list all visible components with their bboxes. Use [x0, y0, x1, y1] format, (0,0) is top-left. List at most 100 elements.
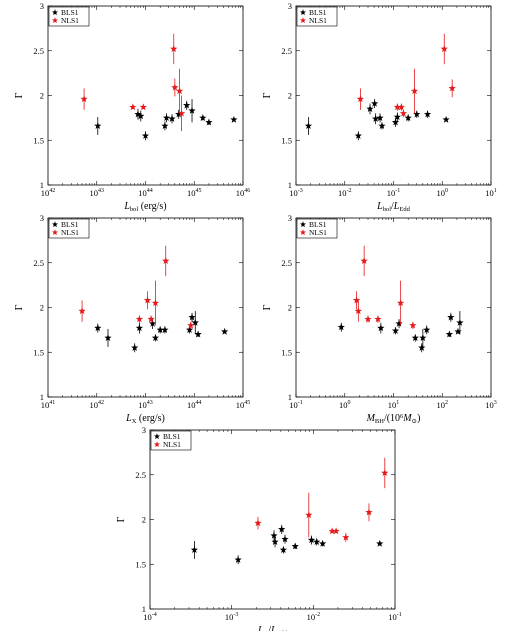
data-point-star: [411, 334, 419, 341]
data-point-star: [305, 511, 313, 519]
y-tick-label: 3: [288, 1, 292, 11]
x-tick-label: 103: [485, 400, 497, 410]
legend-marker-star: [299, 17, 307, 24]
data-point-star: [448, 84, 456, 92]
plot-frame: [47, 5, 244, 186]
label-part: L: [123, 201, 130, 212]
legend-marker-star: [51, 9, 59, 16]
label-part: BH: [375, 418, 384, 425]
y-tick-label: 2.5: [33, 46, 44, 56]
x-tick-exponent: 0: [348, 400, 351, 406]
x-tick-label: 1044: [187, 400, 202, 410]
x-tick-label: 1045: [187, 188, 202, 198]
x-tick-exponent: 43: [147, 400, 153, 406]
data-point-star: [162, 257, 170, 265]
y-axis-title: Γ: [262, 304, 273, 310]
x-tick-label: 101: [388, 400, 400, 410]
y-tick-label: 1: [40, 392, 44, 402]
label-part: L: [376, 201, 383, 212]
data-point-star: [131, 343, 139, 351]
y-tick-label: 2.5: [33, 258, 44, 268]
data-point-star: [319, 539, 327, 547]
data-point-star: [175, 110, 183, 118]
x-tick-label: 1044: [138, 188, 153, 198]
legend-box: [48, 6, 90, 27]
x-axis-title: LX/LEdd: [257, 625, 288, 631]
data-point-star: [409, 321, 417, 329]
x-tick-label: 1045: [236, 400, 251, 410]
legend-label: NLS1: [61, 228, 79, 237]
y-tick-label: 2: [288, 303, 292, 313]
data-point-star: [352, 296, 361, 304]
x-tick-base: 10: [138, 400, 147, 410]
x-tick-exponent: 2: [445, 400, 448, 406]
data-point-star: [234, 555, 242, 563]
plot-frame: [149, 429, 396, 610]
data-point-star: [440, 45, 448, 53]
data-point-star: [354, 131, 362, 139]
panel-5: 10-410-310-210-111.522.53LX/LEddΓBLS1NLS…: [116, 425, 402, 631]
data-point-star: [161, 122, 169, 129]
series-bls1: [337, 311, 464, 353]
y-tick-label: 1: [40, 180, 44, 190]
x-tick-label: 10-4: [143, 612, 157, 622]
series-bls1: [304, 99, 450, 141]
data-point-star: [230, 115, 238, 123]
legend-marker-star: [51, 221, 59, 228]
x-tick-label: 1043: [90, 188, 105, 198]
x-tick-label: 10-3: [289, 188, 303, 198]
series-nls1: [80, 33, 186, 132]
y-tick-label: 1.5: [281, 347, 292, 357]
x-axis-title: Lbol/LEdd: [376, 201, 410, 213]
x-tick-exponent: -4: [152, 612, 157, 618]
data-point-star: [171, 83, 179, 91]
y-tick-label: 1.5: [281, 135, 292, 145]
data-point-star: [151, 334, 160, 341]
data-point-star: [168, 114, 176, 122]
data-point-star: [395, 319, 403, 327]
legend-marker-star: [153, 433, 161, 440]
legend-marker-star: [51, 229, 59, 236]
legend-label: BLS1: [163, 432, 181, 441]
legend-box: [296, 6, 338, 27]
x-tick-base: 10: [41, 188, 50, 198]
x-tick-exponent: 45: [244, 400, 250, 406]
legend-box: [296, 218, 338, 239]
label-part: L: [125, 413, 132, 424]
series-bls1: [94, 99, 238, 141]
data-point-star: [137, 112, 145, 120]
x-tick-base: 10: [225, 612, 234, 622]
x-tick-base: 10: [187, 188, 196, 198]
data-point-star: [356, 95, 365, 103]
data-point-star: [271, 538, 279, 545]
data-point-star: [376, 114, 384, 121]
legend-box: [48, 218, 90, 239]
label-part: L: [270, 625, 277, 631]
x-tick-exponent: -1: [298, 400, 303, 406]
x-tick-label: 100: [339, 400, 351, 410]
x-axis-title: LX (erg/s): [125, 413, 165, 425]
x-tick-base: 10: [41, 400, 50, 410]
x-tick-base: 10: [90, 188, 99, 198]
data-point-star: [360, 257, 368, 265]
x-tick-label: 101: [485, 188, 497, 198]
data-point-star: [129, 103, 137, 111]
data-point-star: [456, 318, 464, 326]
y-tick-label: 1.5: [33, 347, 44, 357]
x-tick-label: 1046: [236, 188, 251, 198]
data-point-star: [188, 313, 196, 321]
data-point-star: [332, 527, 340, 535]
data-point-star: [418, 343, 426, 351]
data-point-star: [187, 321, 195, 329]
x-tick-exponent: 1: [494, 188, 497, 194]
data-point-star: [423, 326, 431, 333]
x-tick-exponent: 42: [98, 400, 104, 406]
plot-frame: [295, 217, 492, 398]
legend-box: [150, 430, 192, 451]
series-nls1: [78, 245, 195, 329]
data-point-star: [221, 327, 229, 335]
label-part: ⊙: [412, 418, 417, 425]
y-tick-label: 3: [40, 213, 44, 223]
